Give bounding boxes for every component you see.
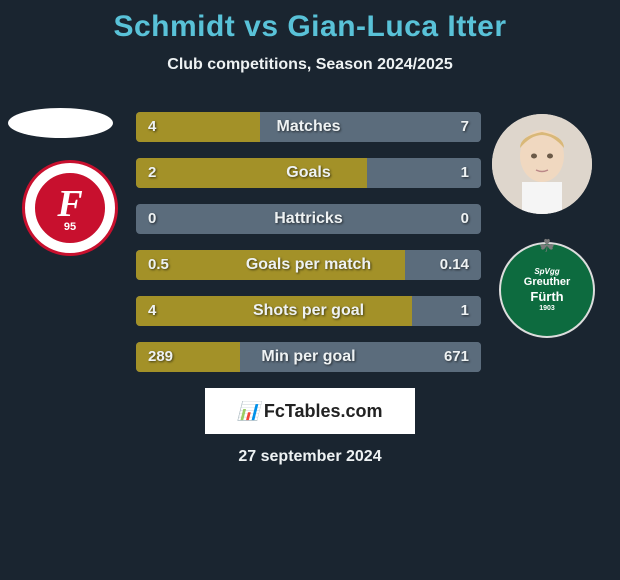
bar-value-left: 0 [148,204,156,234]
bar-value-right: 0 [461,204,469,234]
bar-value-right: 0.14 [440,250,469,280]
footer-brand-text: FcTables.com [264,401,383,422]
bar-value-right: 1 [461,296,469,326]
bar-label: Matches [136,112,481,142]
stats-area: F 95 ☘ [0,112,620,372]
chart-icon: 📊 [237,401,259,422]
player-left-avatar [8,108,113,138]
comparison-infographic: Schmidt vs Gian-Luca Itter Club competit… [0,0,620,580]
bar-value-left: 4 [148,112,156,142]
bar-value-right: 671 [444,342,469,372]
stat-bars: Matches47Goals21Hattricks00Goals per mat… [136,112,481,372]
bar-label: Min per goal [136,342,481,372]
bar-label: Shots per goal [136,296,481,326]
stat-row: Hattricks0 0 [136,204,481,234]
bar-value-right: 1 [461,158,469,188]
stat-row: Matches4 7 [136,112,481,142]
bar-label: Goals per match [136,250,481,280]
stat-row: Min per goal289 671 [136,342,481,372]
fortuna-95-text: 95 [35,221,105,233]
bar-label: Goals [136,158,481,188]
club-right-logo: ☘ SpVgg Greuther Fürth 1903 [499,242,595,338]
club-left-logo: F 95 [22,160,118,256]
stat-row: Shots per goal4 1 [136,296,481,326]
date-text: 27 september 2024 [0,448,620,466]
bar-value-left: 289 [148,342,173,372]
bar-label: Hattricks [136,204,481,234]
player-right-avatar [492,114,592,214]
bar-value-left: 0.5 [148,250,169,280]
subtitle: Club competitions, Season 2024/2025 [0,56,620,74]
bar-value-left: 2 [148,158,156,188]
stat-row: Goals2 1 [136,158,481,188]
page-title: Schmidt vs Gian-Luca Itter [0,0,620,44]
stat-row: Goals per match0.5 0.14 [136,250,481,280]
footer-banner: 📊 FcTables.com [205,388,415,434]
bar-value-right: 7 [461,112,469,142]
fortuna-f-icon: F [57,182,82,226]
bar-value-left: 4 [148,296,156,326]
